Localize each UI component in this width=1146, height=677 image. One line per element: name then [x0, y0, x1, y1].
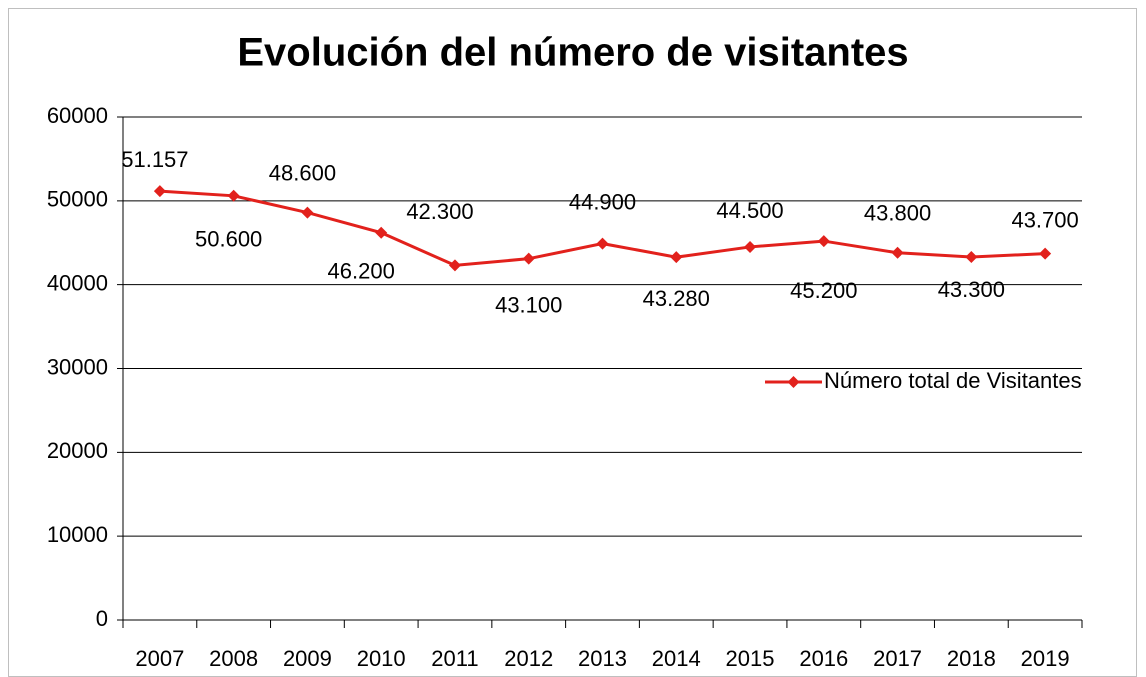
data-label: 45.200: [790, 278, 857, 303]
data-label: 42.300: [406, 199, 473, 224]
data-label: 51.157: [121, 147, 188, 172]
marker: [1039, 247, 1052, 260]
data-label: 48.600: [269, 160, 336, 185]
marker: [301, 206, 314, 219]
y-tick-label: 50000: [47, 187, 108, 212]
marker: [227, 189, 240, 202]
marker: [744, 240, 757, 253]
x-tick-label: 2011: [431, 646, 478, 671]
y-tick-label: 30000: [47, 354, 108, 379]
chart-frame: [8, 8, 1137, 677]
data-label: 46.200: [328, 259, 395, 284]
y-tick-label: 0: [96, 606, 108, 631]
marker: [965, 251, 978, 264]
x-tick-label: 2014: [652, 646, 701, 671]
data-label: 43.300: [938, 277, 1005, 302]
x-tick-label: 2010: [357, 646, 406, 671]
x-tick-label: 2018: [947, 646, 996, 671]
y-tick-label: 40000: [47, 270, 108, 295]
marker: [596, 237, 609, 250]
data-label: 44.900: [569, 189, 636, 214]
chart-title: Evolución del número de visitantes: [237, 31, 908, 75]
legend-marker: [787, 376, 800, 388]
marker: [817, 235, 830, 248]
marker: [448, 259, 461, 272]
x-tick-label: 2016: [799, 646, 848, 671]
data-label: 44.500: [716, 198, 783, 223]
data-label: 43.800: [864, 201, 931, 226]
x-tick-label: 2013: [578, 646, 627, 671]
marker: [522, 252, 535, 265]
marker: [891, 246, 904, 259]
y-tick-label: 10000: [47, 522, 108, 547]
y-tick-label: 60000: [47, 103, 108, 128]
x-tick-label: 2007: [135, 646, 184, 671]
y-tick-label: 20000: [47, 438, 108, 463]
data-label: 43.280: [643, 286, 710, 311]
x-tick-label: 2017: [873, 646, 922, 671]
x-tick-label: 2019: [1021, 646, 1070, 671]
legend-label: Número total de Visitantes: [824, 368, 1082, 393]
data-label: 43.700: [1011, 207, 1078, 232]
x-tick-label: 2009: [283, 646, 332, 671]
marker: [153, 185, 166, 198]
marker: [375, 226, 388, 239]
x-tick-label: 2012: [504, 646, 553, 671]
x-tick-label: 2015: [726, 646, 775, 671]
data-label: 43.100: [495, 292, 562, 317]
marker: [670, 251, 683, 264]
data-label: 50.600: [195, 227, 262, 252]
x-tick-label: 2008: [209, 646, 258, 671]
